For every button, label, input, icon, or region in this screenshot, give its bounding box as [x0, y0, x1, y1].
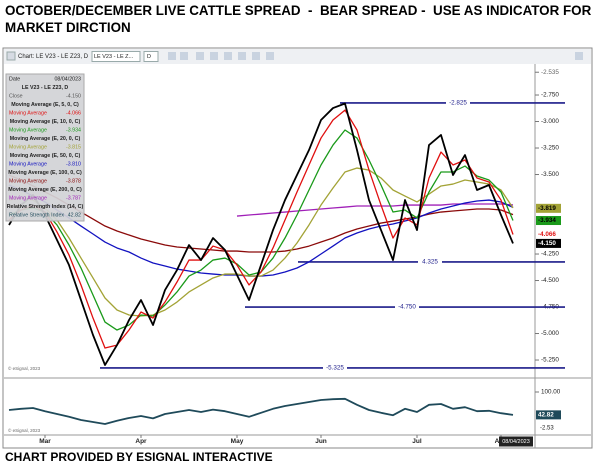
- toolbar-icon[interactable]: [196, 52, 204, 60]
- legend-date: 08/04/2023: [54, 76, 81, 82]
- toolbar-icon[interactable]: [252, 52, 260, 60]
- date-box: [499, 436, 533, 447]
- series-line: [8, 167, 514, 317]
- legend-value: -3.878: [66, 178, 81, 184]
- x-tick-label: Jul: [412, 438, 422, 445]
- toolbar-chart-label: Chart: LE V23 - LE Z23, D: [18, 54, 89, 60]
- toolbar-icon[interactable]: [210, 52, 218, 60]
- toolbar-icon[interactable]: [180, 52, 188, 60]
- date-box-label: 08/04/2023: [502, 439, 530, 445]
- level-label: -5.325: [326, 365, 344, 372]
- y-tick-label: -5.250: [541, 357, 559, 364]
- toolbar-icons: [168, 52, 583, 60]
- level-label: -2.825: [449, 100, 467, 107]
- y-tick-label: -3.250: [541, 145, 559, 152]
- toolbar-icon[interactable]: [238, 52, 246, 60]
- x-tick-label: Mar: [39, 438, 51, 445]
- legend-title: Moving Average (E, 10, 0, C): [10, 119, 81, 125]
- value-tag-label: -3.934: [538, 217, 556, 224]
- legend-name: Moving Average: [9, 178, 47, 184]
- legend-name: Moving Average: [9, 110, 47, 116]
- toolbar-icon[interactable]: [6, 51, 16, 61]
- credit: © eSignal, 2023: [8, 365, 41, 371]
- x-tick-label: May: [231, 438, 244, 445]
- series-line: [8, 109, 514, 349]
- series-line: [236, 203, 514, 217]
- y-tick-label: -4.500: [541, 277, 559, 284]
- legend-value: 42.82: [68, 212, 81, 218]
- legend-name: Close: [9, 93, 23, 99]
- page-title: OCTOBER/DECEMBER LIVE CATTLE SPREAD - BE…: [5, 3, 595, 35]
- level-label-bg: [395, 303, 419, 312]
- toolbar-icon[interactable]: [224, 52, 232, 60]
- legend-value: -4.150: [66, 93, 81, 99]
- rsi-extra-label: -2.53: [540, 426, 554, 432]
- legend-value: -3.934: [66, 127, 81, 133]
- value-tag: [536, 410, 561, 420]
- value-tag: [536, 216, 561, 226]
- legend-value: -3.815: [66, 144, 81, 150]
- series-line: [8, 397, 514, 425]
- legend-name: Moving Average: [9, 127, 47, 133]
- legend-title: Moving Average (E, 100, 0, C): [8, 170, 82, 176]
- y-tick-label: 100.00: [541, 389, 561, 396]
- y-tick-label: -4.250: [541, 251, 559, 258]
- legend-date-label: Date: [9, 76, 20, 82]
- legend-bg: [5, 73, 85, 222]
- value-tag: [536, 238, 561, 248]
- legend-value: -4.066: [66, 110, 81, 116]
- toolbar-icon[interactable]: [575, 52, 583, 60]
- page-footer: CHART PROVIDED BY ESIGNAL INTERACTIVE: [5, 450, 273, 464]
- level-label-bg: [418, 257, 442, 266]
- series-line: [8, 174, 514, 253]
- level-label-bg: [323, 363, 347, 372]
- y-tick-label: -2.535: [541, 69, 559, 76]
- legend-box: Date 08/04/2023 LE V23 - LE Z23, D Close -4.…: [5, 73, 85, 222]
- legend-value: -3.810: [66, 161, 81, 167]
- toolbar-icon[interactable]: [266, 52, 274, 60]
- series-line: [8, 102, 514, 366]
- value-tag: [536, 230, 561, 240]
- chart-frame: [2, 47, 593, 449]
- level-label: 4.325: [422, 259, 438, 266]
- legend-value: -3.787: [66, 195, 81, 201]
- symbol-box[interactable]: [91, 51, 141, 62]
- legend-symbol: LE V23 - LE Z23, D: [22, 85, 69, 91]
- toolbar-icon[interactable]: [168, 52, 176, 60]
- value-tag-label: 42.82: [538, 412, 554, 419]
- legend-title: Moving Average (E, 200, 0, C): [8, 187, 82, 193]
- interval-box[interactable]: [143, 51, 159, 62]
- credit: © eSignal, 2023: [8, 427, 41, 433]
- legend-name: Moving Average: [9, 161, 47, 167]
- y-tick-label: -3.000: [541, 118, 559, 125]
- x-tick-label: Jun: [315, 438, 327, 445]
- value-tag: [536, 203, 561, 213]
- legend-name: Moving Average: [9, 195, 47, 201]
- legend-title: Moving Average (E, 50, 0, C): [10, 153, 81, 159]
- legend-name: Moving Average: [9, 144, 47, 150]
- x-tick-label: Apr: [135, 438, 147, 445]
- legend-title: Moving Average (E, 20, 0, C): [10, 136, 81, 142]
- legend-name: Relative Strength Index: [9, 212, 64, 218]
- legend-title: Moving Average (E, 5, 0, C): [11, 102, 79, 108]
- value-tag-label: -4.150: [538, 240, 556, 247]
- value-tag-label: -4.066: [538, 231, 556, 238]
- value-tag-label: -3.819: [538, 205, 556, 212]
- level-label: -4.750: [398, 304, 416, 311]
- y-tick-label: -5.000: [541, 330, 559, 337]
- interval-box-text: D: [147, 54, 151, 60]
- legend-title: Relative Strength Index (14, C): [7, 204, 84, 210]
- symbol-box-text: LE V23 - LE Z...: [94, 54, 134, 60]
- y-tick-label: -2.750: [541, 92, 559, 99]
- level-label-bg: [446, 98, 470, 107]
- y-tick-label: -3.500: [541, 171, 559, 178]
